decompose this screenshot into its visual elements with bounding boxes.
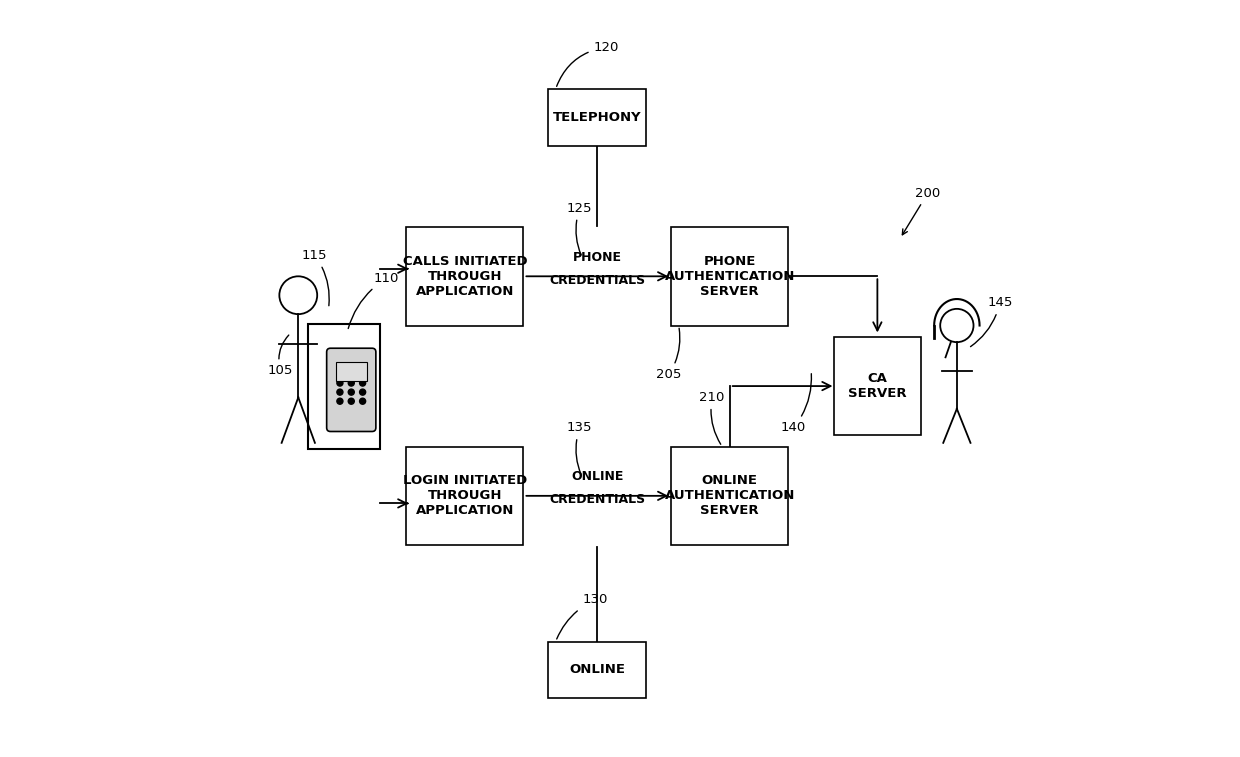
Text: 145: 145 bbox=[971, 296, 1013, 347]
FancyBboxPatch shape bbox=[671, 227, 789, 326]
Text: 205: 205 bbox=[656, 329, 681, 382]
Circle shape bbox=[348, 380, 355, 386]
FancyBboxPatch shape bbox=[336, 362, 367, 381]
Text: ONLINE: ONLINE bbox=[569, 663, 625, 677]
Text: 140: 140 bbox=[781, 374, 811, 435]
Text: 210: 210 bbox=[699, 391, 725, 444]
FancyBboxPatch shape bbox=[407, 227, 523, 326]
FancyBboxPatch shape bbox=[407, 447, 523, 545]
Text: 200: 200 bbox=[903, 186, 940, 235]
Circle shape bbox=[348, 389, 355, 395]
Circle shape bbox=[337, 389, 343, 395]
Circle shape bbox=[360, 380, 366, 386]
Circle shape bbox=[360, 389, 366, 395]
Text: CREDENTIALS: CREDENTIALS bbox=[549, 273, 645, 287]
Circle shape bbox=[337, 380, 343, 386]
Text: 110: 110 bbox=[348, 272, 399, 329]
Circle shape bbox=[348, 398, 355, 404]
FancyBboxPatch shape bbox=[833, 337, 921, 435]
FancyBboxPatch shape bbox=[308, 324, 379, 448]
Text: CA
SERVER: CA SERVER bbox=[848, 372, 906, 400]
Text: 105: 105 bbox=[268, 335, 294, 378]
Circle shape bbox=[337, 398, 343, 404]
Text: ONLINE
AUTHENTICATION
SERVER: ONLINE AUTHENTICATION SERVER bbox=[665, 475, 795, 517]
Text: 125: 125 bbox=[567, 201, 593, 255]
Text: 120: 120 bbox=[557, 41, 619, 86]
Text: TELEPHONY: TELEPHONY bbox=[553, 111, 641, 124]
Text: PHONE: PHONE bbox=[573, 251, 621, 264]
Text: CALLS INITIATED
THROUGH
APPLICATION: CALLS INITIATED THROUGH APPLICATION bbox=[403, 255, 527, 298]
Text: 115: 115 bbox=[303, 249, 329, 306]
Text: 135: 135 bbox=[567, 421, 593, 475]
FancyBboxPatch shape bbox=[326, 348, 376, 431]
Text: ONLINE: ONLINE bbox=[572, 470, 624, 484]
Text: PHONE
AUTHENTICATION
SERVER: PHONE AUTHENTICATION SERVER bbox=[665, 255, 795, 298]
Text: CREDENTIALS: CREDENTIALS bbox=[549, 493, 645, 506]
FancyBboxPatch shape bbox=[548, 641, 646, 698]
FancyBboxPatch shape bbox=[671, 447, 789, 545]
FancyBboxPatch shape bbox=[548, 89, 646, 145]
Text: LOGIN INITIATED
THROUGH
APPLICATION: LOGIN INITIATED THROUGH APPLICATION bbox=[403, 475, 527, 517]
Circle shape bbox=[360, 398, 366, 404]
Text: 130: 130 bbox=[557, 593, 608, 639]
